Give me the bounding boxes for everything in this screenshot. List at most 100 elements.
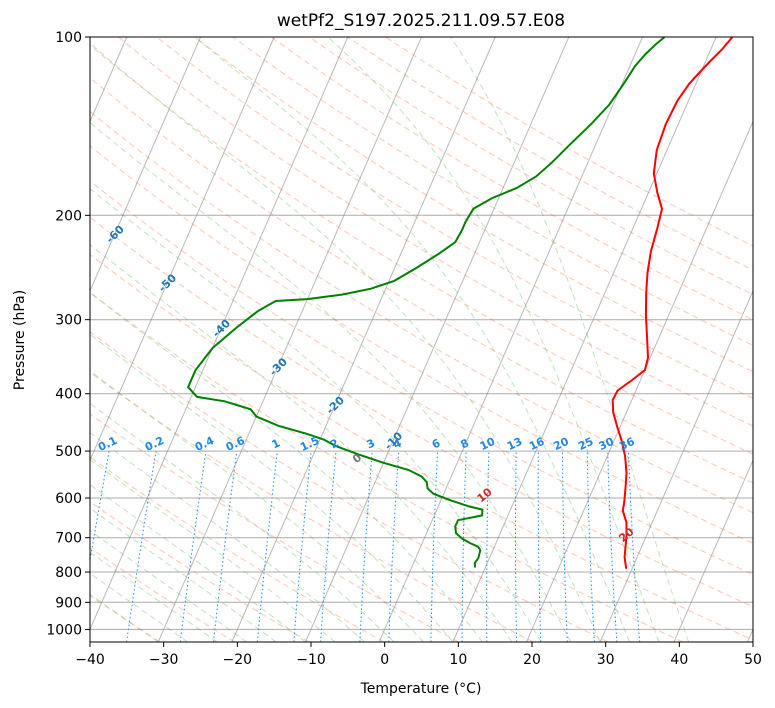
- y-tick-label: 900: [55, 595, 82, 611]
- isotherm-line: [305, 37, 570, 642]
- x-tick-label: −30: [149, 652, 179, 668]
- moist-adiabat: [90, 121, 572, 642]
- dry-adiabats: [90, 37, 753, 642]
- x-tick-label: −10: [296, 652, 326, 668]
- moist-adiabat: [90, 507, 277, 642]
- temperature-profile: [611, 37, 734, 569]
- mixing-ratio-label: 25: [576, 435, 595, 453]
- y-axis-label: Pressure (hPa): [12, 290, 28, 390]
- moist-adiabat: [90, 593, 159, 642]
- mixing-ratio-line: [293, 451, 312, 642]
- moist-adiabat: [90, 333, 454, 642]
- x-tick-label: 50: [744, 652, 762, 668]
- moist-adiabat: [90, 529, 247, 642]
- moist-adiabat: [90, 483, 306, 642]
- moist-adiabat: [90, 42, 601, 642]
- y-tick-label: 500: [55, 444, 82, 460]
- moist-adiabat: [90, 551, 218, 642]
- isotherm-line: [673, 458, 753, 642]
- dry-adiabat: [90, 216, 753, 608]
- dry-adiabat: [90, 145, 753, 544]
- moist-adiabat: [90, 458, 336, 642]
- dry-adiabat: [90, 371, 534, 642]
- dry-adiabat-label: 20: [617, 525, 637, 545]
- mixing-ratio-line: [586, 451, 595, 642]
- mixing-ratio-line: [256, 451, 278, 642]
- moist-adiabat: [450, 37, 690, 642]
- x-tick-label: −40: [75, 652, 105, 668]
- mixing-ratio-label: 16: [527, 435, 547, 453]
- dry-adiabat: [90, 253, 753, 641]
- mixing-ratio-label: 1: [270, 436, 282, 451]
- x-tick-label: 40: [670, 652, 688, 668]
- chart-title: wetPf2_S197.2025.211.09.57.E08: [277, 11, 565, 31]
- mixing-ratio-label: 8: [459, 436, 471, 451]
- dry-adiabat: [232, 37, 753, 346]
- y-tick-label: 1000: [46, 622, 82, 638]
- y-tick-label: 600: [55, 491, 82, 507]
- dry-adiabat: [90, 110, 753, 514]
- isotherm-line: [378, 37, 643, 642]
- y-tick-label: 100: [55, 30, 82, 46]
- dry-adiabat: [118, 37, 753, 427]
- x-axis-ticks: −40 −30 −20 −10 0 10 20 30 40 50: [75, 642, 762, 668]
- dry-adiabat: [270, 37, 753, 321]
- isotherm-label: -30: [267, 355, 290, 378]
- y-tick-label: 300: [55, 313, 82, 329]
- dry-adiabat: [347, 37, 753, 271]
- isotherm-line: [157, 37, 422, 642]
- isotherm-label: -20: [324, 393, 347, 416]
- moist-adiabat: [90, 292, 483, 642]
- dry-adiabat: [90, 331, 609, 642]
- x-tick-label: 0: [380, 652, 389, 668]
- x-tick-label: −20: [223, 652, 253, 668]
- mixing-ratio-line: [486, 451, 490, 642]
- dry-adiabat: [90, 501, 310, 642]
- dry-adiabat: [90, 44, 753, 455]
- plot-area: -100-90-80-70-60-50-40-30-20-100.10.20.4…: [0, 37, 775, 642]
- moist-adiabat: [90, 402, 395, 642]
- mixing-ratio-line: [628, 451, 641, 642]
- profile-lines: [186, 37, 734, 569]
- moist-adiabat: [90, 432, 365, 642]
- dry-adiabat-label: 30: [757, 559, 775, 579]
- isotherm-line: [231, 37, 496, 642]
- mixing-ratio-label: 10: [478, 435, 498, 453]
- isotherm-line: [90, 37, 201, 293]
- mixing-ratio-label: 36: [617, 435, 637, 453]
- isotherm-label: -50: [156, 271, 179, 294]
- dewpoint-profile: [186, 37, 666, 568]
- y-tick-label: 400: [55, 387, 82, 403]
- x-axis-label: Temperature (°C): [360, 681, 482, 697]
- isotherm-line: [526, 120, 753, 642]
- mixing-ratio-line: [562, 451, 568, 642]
- dry-adiabat: [90, 413, 459, 642]
- mixing-ratio-label: 30: [597, 435, 617, 453]
- isotherm-line: [452, 37, 717, 642]
- isotherm-line: [90, 37, 275, 462]
- plot-frame: [89, 36, 754, 643]
- mixing-ratio-line: [179, 451, 207, 642]
- dry-adiabat: [90, 180, 753, 576]
- dry-adiabat: [90, 456, 385, 642]
- isotherm-label: -80: [0, 126, 22, 149]
- x-tick-label: 20: [523, 652, 541, 668]
- x-tick-label: 10: [449, 652, 467, 668]
- dry-adiabat: [156, 37, 753, 399]
- mixing-ratio-label: 3: [365, 436, 377, 451]
- moist-adiabats: [90, 37, 690, 642]
- mixing-ratio-line: [126, 451, 157, 642]
- moist-adiabat: [90, 370, 424, 642]
- y-tick-label: 200: [55, 208, 82, 224]
- x-tick-label: 30: [597, 652, 615, 668]
- moist-adiabat: [194, 37, 631, 642]
- moist-adiabat: [90, 572, 188, 642]
- dry-adiabat-label: 10: [475, 485, 495, 505]
- mixing-ratio-line: [388, 451, 400, 642]
- y-tick-label: 700: [55, 531, 82, 547]
- isotherm-line: [747, 628, 753, 642]
- isotherm-line: [90, 37, 349, 631]
- isotherm-line: [599, 289, 753, 642]
- dry-adiabat: [308, 37, 753, 296]
